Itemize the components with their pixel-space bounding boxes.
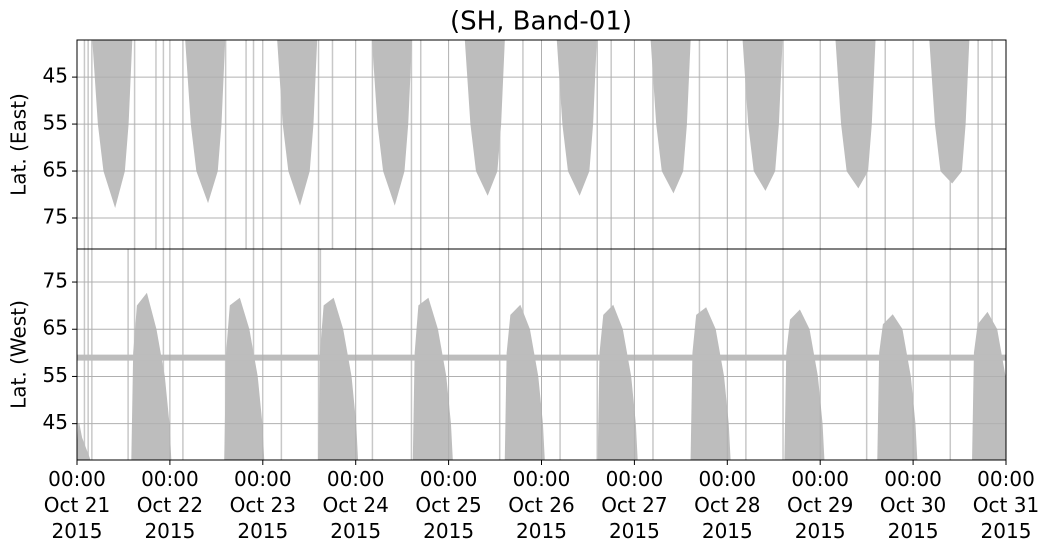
y-axis-label: Lat. (West) xyxy=(7,300,31,409)
plot-area xyxy=(77,249,1006,460)
y-tick-label: 55 xyxy=(43,363,68,387)
x-tick-label: 00:00 Oct 25 2015 xyxy=(415,467,482,543)
coverage-area xyxy=(77,423,91,460)
x-tick-label: 00:00 Oct 26 2015 xyxy=(508,467,575,543)
y-tick-label: 75 xyxy=(43,205,68,229)
chart-title: (SH, Band-01) xyxy=(450,7,632,37)
y-tick-label: 45 xyxy=(43,64,68,88)
coverage-area xyxy=(464,40,505,196)
x-tick-label: 00:00 Oct 21 2015 xyxy=(43,467,111,543)
x-tick-label: 00:00 Oct 22 2015 xyxy=(136,467,204,543)
coverage-area xyxy=(277,40,318,206)
coverage-area xyxy=(742,40,783,191)
axes-frame xyxy=(76,248,1007,461)
x-tick-label: 00:00 Oct 30 2015 xyxy=(879,467,947,543)
coverage-area xyxy=(929,40,970,184)
coverage-area xyxy=(690,307,731,460)
coverage-area xyxy=(556,40,597,196)
coverage-area xyxy=(92,40,133,209)
x-tick-label: 00:00 Oct 29 2015 xyxy=(786,467,854,543)
y-tick-label: 75 xyxy=(43,269,68,293)
plot-area xyxy=(83,40,993,249)
y-tick-label: 45 xyxy=(43,410,68,434)
coverage-area xyxy=(318,297,359,460)
coverage-area xyxy=(877,314,918,460)
x-tick-label: 00:00 Oct 28 2015 xyxy=(694,467,761,543)
x-tick-label: 00:00 Oct 31 2015 xyxy=(972,467,1040,543)
y-tick-label: 65 xyxy=(43,316,68,340)
coverage-area xyxy=(835,40,876,189)
coverage-area xyxy=(650,40,691,194)
y-tick-label: 55 xyxy=(43,111,68,135)
coverage-area xyxy=(371,40,412,206)
y-axis-label: Lat. (East) xyxy=(7,93,31,196)
coverage-area xyxy=(412,297,453,460)
coverage-area xyxy=(224,297,265,460)
x-tick-label: 00:00 Oct 24 2015 xyxy=(322,467,389,543)
y-tick-label: 65 xyxy=(43,158,68,182)
x-tick-label: 00:00 Oct 23 2015 xyxy=(229,467,296,543)
coverage-area xyxy=(784,309,825,460)
coverage-area xyxy=(185,40,226,204)
x-tick-label: 00:00 Oct 27 2015 xyxy=(601,467,668,543)
